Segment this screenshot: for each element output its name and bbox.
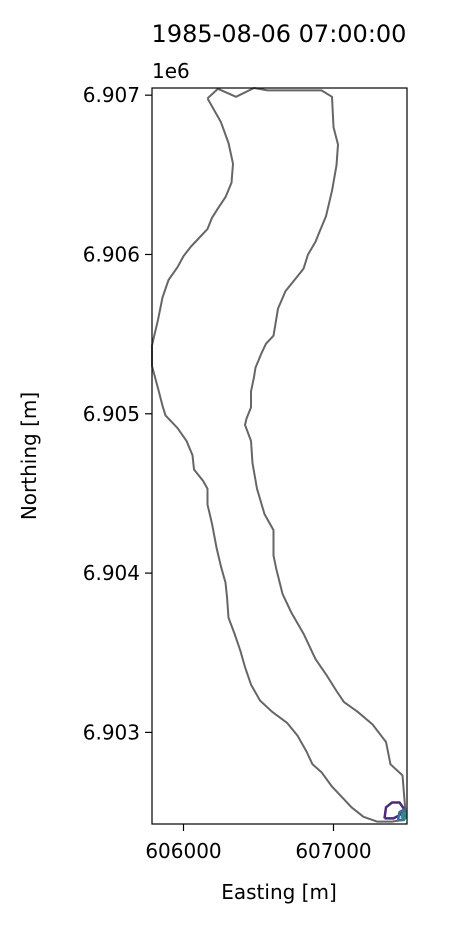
y-tick-label: 6.905 — [83, 402, 140, 426]
x-tick-label: 607000 — [295, 839, 371, 863]
y-axis-label: Northing [m] — [17, 392, 41, 520]
y-tick-label: 6.906 — [83, 242, 140, 266]
plot-frame — [151, 87, 408, 825]
y-tick-label: 6.903 — [83, 720, 140, 744]
contour-line-4 — [400, 811, 408, 820]
x-axis-label: Easting [m] — [221, 880, 337, 904]
y-tick-label: 6.907 — [83, 83, 140, 107]
contour-line-2 — [383, 801, 406, 820]
y-tick-label: 6.904 — [83, 561, 140, 585]
y-offset-label: 1e6 — [152, 59, 190, 83]
axis-ticks: 606000 607000 6.903 6.904 6.905 6.906 6.907 — [83, 83, 372, 863]
x-tick-label: 606000 — [145, 839, 221, 863]
chart-title: 1985-08-06 07:00:00 — [152, 20, 407, 48]
